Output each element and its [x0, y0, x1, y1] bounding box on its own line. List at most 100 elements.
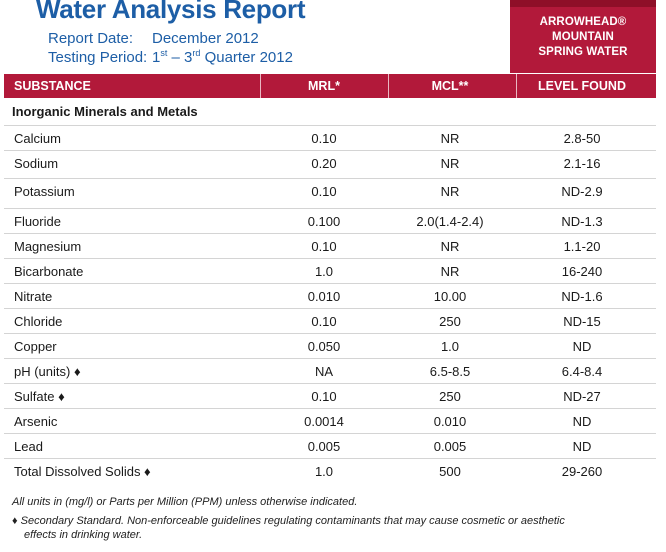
table-row: Fluoride 0.100 2.0(1.4-2.4) ND-1.3: [4, 209, 656, 234]
mcl-cell: NR: [440, 264, 460, 279]
column-header-level-found: LEVEL FOUND: [538, 79, 626, 93]
mrl-cell: 0.0014: [304, 414, 344, 429]
mrl-cell: 0.100: [307, 214, 341, 229]
table-row: Potassium 0.10 NR ND-2.9: [4, 179, 656, 204]
row-divider: [4, 125, 656, 126]
table-row: Magnesium 0.10 NR 1.1-20: [4, 234, 656, 259]
footnote-secondary-line-2: effects in drinking water.: [24, 529, 143, 541]
footnote-secondary-line-1: ♦ Secondary Standard. Non-enforceable gu…: [12, 515, 565, 527]
substance-cell: Bicarbonate: [14, 264, 84, 279]
mrl-cell: 0.10: [311, 314, 337, 329]
testing-period-label: Testing Period:: [48, 49, 148, 66]
substance-cell: Lead: [14, 439, 43, 454]
substance-cell: Chloride: [14, 314, 63, 329]
column-divider: [388, 74, 389, 98]
row-divider: [4, 333, 656, 334]
level-found-cell: ND: [572, 339, 592, 354]
mcl-cell: 500: [439, 464, 461, 479]
level-found-cell: ND-2.9: [561, 184, 603, 199]
mcl-cell: NR: [440, 156, 460, 171]
column-header-mcl: MCL**: [431, 79, 469, 93]
mrl-cell: 0.10: [311, 131, 337, 146]
column-divider: [260, 74, 261, 98]
testing-period-start-sup: st: [160, 48, 168, 58]
row-divider: [4, 150, 656, 151]
mrl-cell: NA: [314, 364, 334, 379]
level-found-cell: ND-1.6: [561, 289, 603, 304]
substance-cell: Calcium: [14, 131, 61, 146]
substance-cell: Potassium: [14, 184, 75, 199]
mcl-cell: 2.0(1.4-2.4): [416, 214, 484, 229]
substance-cell: Nitrate: [14, 289, 53, 304]
mrl-cell: 1.0: [314, 464, 334, 479]
column-header-substance: SUBSTANCE: [14, 79, 91, 93]
row-divider: [4, 383, 656, 384]
mcl-cell: 0.010: [433, 414, 467, 429]
table-row: Sodium 0.20 NR 2.1-16: [4, 151, 656, 176]
level-found-cell: ND-15: [563, 314, 601, 329]
report-date-value: December 2012: [152, 30, 259, 47]
column-header-mrl: MRL*: [308, 79, 340, 93]
mcl-cell: NR: [440, 131, 460, 146]
row-divider: [4, 258, 656, 259]
mrl-cell: 0.050: [307, 339, 341, 354]
table-row: Chloride 0.10 250 ND-15: [4, 309, 656, 334]
mcl-cell: 250: [439, 389, 461, 404]
mcl-cell: 1.0: [440, 339, 460, 354]
mrl-cell: 0.10: [311, 184, 337, 199]
table-row: pH (units) ♦ NA 6.5-8.5 6.4-8.4: [4, 359, 656, 384]
level-found-cell: ND-27: [563, 389, 601, 404]
level-found-cell: ND: [572, 439, 592, 454]
report-title: Water Analysis Report: [36, 0, 306, 24]
footnote-units: All units in (mg/l) or Parts per Million…: [12, 496, 358, 508]
brand-box: ARROWHEAD® MOUNTAIN SPRING WATER: [510, 0, 656, 73]
table-header: SUBSTANCE MRL* MCL** LEVEL FOUND: [4, 74, 656, 98]
mcl-cell: 0.005: [433, 439, 467, 454]
row-divider: [4, 178, 656, 179]
mrl-cell: 0.005: [307, 439, 341, 454]
substance-cell: Sodium: [14, 156, 59, 171]
level-found-cell: ND-1.3: [561, 214, 603, 229]
level-found-cell: 16-240: [561, 264, 603, 279]
level-found-cell: 1.1-20: [563, 239, 601, 254]
mrl-cell: 0.010: [307, 289, 341, 304]
brand-line-3: SPRING WATER: [538, 46, 628, 58]
substance-cell: Sulfate ♦: [14, 389, 65, 404]
column-divider: [516, 74, 517, 98]
mcl-cell: 6.5-8.5: [429, 364, 471, 379]
level-found-cell: 6.4-8.4: [561, 364, 603, 379]
report-date-label: Report Date:: [48, 30, 134, 47]
row-divider: [4, 358, 656, 359]
level-found-cell: 29-260: [561, 464, 603, 479]
table-row: Nitrate 0.010 10.00 ND-1.6: [4, 284, 656, 309]
section-heading: Inorganic Minerals and Metals: [12, 104, 198, 119]
level-found-cell: 2.8-50: [563, 131, 601, 146]
mcl-cell: NR: [440, 239, 460, 254]
mrl-cell: 0.10: [311, 389, 337, 404]
mcl-cell: 10.00: [433, 289, 467, 304]
row-divider: [4, 458, 656, 459]
table-row: Sulfate ♦ 0.10 250 ND-27: [4, 384, 656, 409]
mcl-cell: 250: [439, 314, 461, 329]
row-divider: [4, 408, 656, 409]
testing-period-end-sup: rd: [192, 48, 201, 58]
substance-cell: Copper: [14, 339, 57, 354]
table-row: Total Dissolved Solids ♦ 1.0 500 29-260: [4, 459, 656, 484]
table-row: Copper 0.050 1.0 ND: [4, 334, 656, 359]
mcl-cell: NR: [440, 184, 460, 199]
mrl-cell: 0.10: [311, 239, 337, 254]
row-divider: [4, 233, 656, 234]
row-divider: [4, 208, 656, 209]
mrl-cell: 0.20: [311, 156, 337, 171]
table-row: Lead 0.005 0.005 ND: [4, 434, 656, 459]
testing-period-tail: Quarter 2012: [200, 49, 293, 66]
substance-cell: Magnesium: [14, 239, 82, 254]
substance-cell: Arsenic: [14, 414, 58, 429]
level-found-cell: ND: [572, 414, 592, 429]
substance-cell: Total Dissolved Solids ♦: [14, 464, 151, 479]
mrl-cell: 1.0: [314, 264, 334, 279]
report-date: Report Date: December 2012: [48, 30, 259, 47]
testing-period-mid: – 3: [167, 49, 193, 66]
substance-cell: Fluoride: [14, 214, 61, 229]
substance-cell: pH (units) ♦: [14, 364, 81, 379]
